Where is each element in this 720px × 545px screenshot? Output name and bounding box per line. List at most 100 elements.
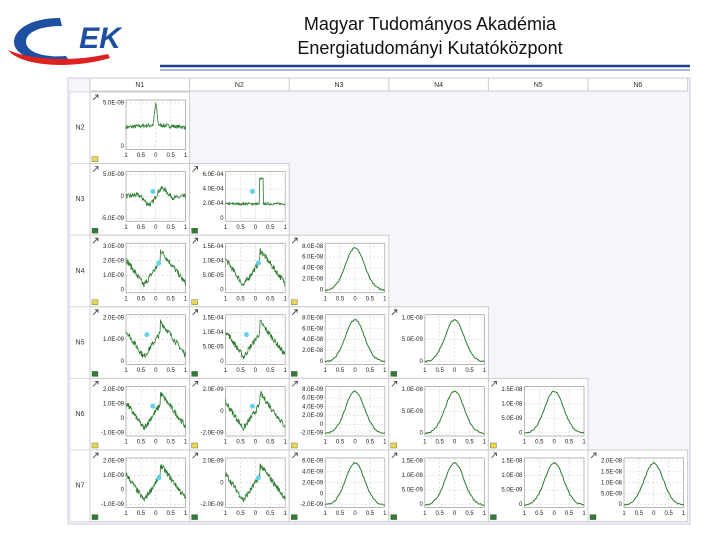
- y-tick-label: 2.0E-04: [203, 201, 225, 207]
- y-tick-label: 1.5E-04: [203, 244, 225, 250]
- status-marker: [291, 514, 298, 520]
- y-tick-label: 0: [419, 359, 423, 365]
- status-marker: [91, 299, 99, 305]
- y-tick-label: -2.0E-09: [300, 431, 324, 437]
- corner-icon: [291, 381, 298, 387]
- x-tick-label: 1: [124, 296, 128, 302]
- x-tick-label: 1: [324, 511, 328, 517]
- y-tick-label: -1.0E-09: [101, 502, 125, 508]
- status-marker: [191, 514, 198, 520]
- x-tick-label: 0.5: [266, 225, 275, 231]
- signal-curve: [623, 461, 684, 506]
- x-tick-label: 1: [124, 368, 128, 374]
- x-tick-label: 1: [622, 511, 626, 517]
- x-tick-label: 0.5: [635, 511, 644, 517]
- y-tick-label: 0: [619, 502, 623, 508]
- y-tick-label: 5.0E-09: [103, 101, 125, 107]
- y-tick-label: 1.0E-08: [402, 387, 424, 393]
- y-tick-label: 6.0E-09: [302, 396, 324, 402]
- corner-icon: [590, 452, 597, 459]
- y-tick-label: 0: [419, 502, 423, 508]
- y-tick-label: 8.0E-08: [302, 315, 324, 321]
- signal-curve: [225, 390, 286, 432]
- x-tick-label: 0.5: [436, 368, 445, 374]
- y-tick-label: 0: [121, 194, 125, 200]
- signal-curve: [324, 390, 385, 435]
- signal-curve: [125, 249, 186, 288]
- y-tick-label: 1.0E-04: [203, 258, 225, 264]
- x-tick-label: 1: [284, 296, 288, 302]
- signal-curve: [424, 461, 485, 506]
- cursor-marker: [255, 475, 261, 481]
- x-tick-label: 0: [353, 440, 357, 446]
- x-tick-label: 0.5: [366, 511, 375, 517]
- corner-icon: [92, 237, 99, 244]
- x-tick-label: 1: [284, 368, 288, 374]
- x-tick-label: 0.5: [137, 511, 146, 517]
- corner-icon: [192, 237, 198, 244]
- y-tick-label: 6.0E-08: [302, 326, 324, 332]
- status-marker: [91, 514, 99, 520]
- y-tick-label: 0: [320, 422, 324, 428]
- corner-icon: [491, 452, 497, 459]
- signal-curve: [225, 319, 286, 360]
- x-tick-label: 0.5: [167, 153, 176, 159]
- y-tick-label: 0: [121, 287, 125, 293]
- corner-icon: [491, 381, 497, 387]
- x-tick-label: 1: [383, 368, 387, 374]
- x-tick-label: 1: [582, 440, 586, 446]
- x-tick-label: 0.5: [236, 296, 245, 302]
- x-tick-label: 0.5: [167, 440, 176, 446]
- x-tick-label: 0: [553, 440, 557, 446]
- x-tick-label: 1: [383, 511, 387, 517]
- y-tick-label: 5.0E-05: [203, 273, 225, 279]
- y-tick-label: 8.0E-09: [302, 387, 324, 393]
- column-header: N6: [633, 82, 642, 89]
- corner-icon: [192, 381, 198, 387]
- x-tick-label: 1: [184, 511, 188, 517]
- x-tick-label: 0.5: [266, 511, 275, 517]
- y-tick-label: 1.5E-08: [501, 387, 523, 393]
- status-marker: [191, 371, 198, 377]
- x-tick-label: 1: [523, 440, 527, 446]
- status-marker: [490, 442, 497, 449]
- x-tick-label: 1: [284, 225, 288, 231]
- x-tick-label: 0.5: [465, 511, 474, 517]
- y-tick-label: 1.0E-08: [402, 473, 424, 479]
- y-tick-label: 8.0E-08: [302, 244, 324, 250]
- x-tick-label: 0: [453, 368, 457, 374]
- y-tick-label: 2.0E-09: [103, 387, 125, 393]
- status-marker: [589, 514, 597, 520]
- x-tick-label: 0.5: [137, 153, 146, 159]
- y-tick-label: 4.0E-04: [203, 187, 225, 193]
- x-tick-label: 0.5: [436, 511, 445, 517]
- y-tick-label: 2.0E-09: [103, 258, 125, 264]
- y-tick-label: 4.0E-09: [302, 469, 324, 475]
- y-tick-label: 4.0E-09: [302, 404, 324, 410]
- x-tick-label: 1: [483, 511, 487, 517]
- status-marker: [390, 442, 397, 449]
- x-tick-label: 1: [423, 511, 427, 517]
- y-tick-label: 1.0E-08: [601, 480, 623, 486]
- x-tick-label: 1: [383, 440, 387, 446]
- y-tick-label: 0: [320, 287, 324, 293]
- x-tick-label: 1: [224, 440, 228, 446]
- logo-red-swoosh: [8, 50, 110, 65]
- x-tick-label: 0.5: [167, 296, 176, 302]
- y-tick-label: 2.0E-09: [203, 459, 225, 465]
- corner-icon: [291, 309, 298, 316]
- y-tick-label: 1.0E-09: [103, 337, 125, 343]
- y-tick-label: 5.0E-09: [103, 172, 125, 178]
- row-label: N4: [76, 268, 85, 275]
- logo-swoosh: [14, 18, 70, 63]
- y-tick-label: 1.5E-08: [601, 469, 623, 475]
- status-marker: [390, 514, 397, 520]
- column-header: N3: [335, 82, 344, 89]
- x-tick-label: 0: [652, 511, 656, 517]
- x-tick-label: 0.5: [565, 440, 574, 446]
- x-tick-label: 0.5: [236, 225, 245, 231]
- x-tick-label: 1: [224, 368, 228, 374]
- y-tick-label: 0: [320, 359, 324, 365]
- x-tick-label: 0: [453, 511, 457, 517]
